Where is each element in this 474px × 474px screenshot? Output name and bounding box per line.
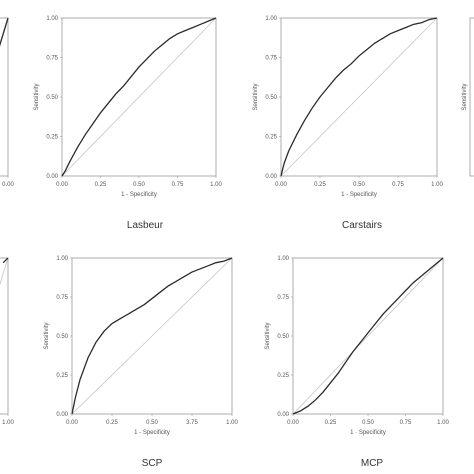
x-tick-label: 0.25 bbox=[95, 182, 107, 188]
x-tick-label: 0.75 bbox=[392, 182, 404, 188]
x-tick-label: 0.00 bbox=[287, 420, 299, 426]
x-tick-label: 1.00 bbox=[431, 182, 443, 188]
x-tick-label: 0.25 bbox=[106, 420, 118, 426]
y-tick-label: 0.75 bbox=[56, 295, 68, 301]
y-tick-label: 1.00 bbox=[46, 16, 58, 22]
x-tick-label: 0.00 bbox=[66, 420, 78, 426]
x-axis-label: 1 · Specificity bbox=[350, 430, 386, 436]
y-tick-label: 0.25 bbox=[56, 373, 68, 379]
roc-curve bbox=[2, 257, 9, 264]
x-axis-label: 1 - Specificity bbox=[134, 430, 170, 436]
y-tick-label: 0.25 bbox=[265, 135, 277, 141]
y-axis-label: Sensitivity bbox=[44, 322, 50, 349]
roc-curve bbox=[292, 257, 444, 415]
x-axis-label: 1 - Specificity bbox=[341, 192, 377, 198]
x-tick-label: 0.75 bbox=[400, 420, 412, 426]
x-tick-label: 0.00 bbox=[275, 182, 287, 188]
x-axis-label: 1 - Specificity bbox=[121, 192, 157, 198]
roc-panel-3: 0.00 0.25 0.50 0.75 1.00 0.00 0.25 0.50 0.75 1.00… bbox=[253, 16, 443, 231]
panel-caption: Lasbeur bbox=[127, 220, 164, 231]
roc-panel-7: 0.00 0.25 0.50 0.75 1.00 0.00 0.25 0.50 0.75 1.00… bbox=[265, 256, 449, 469]
y-tick-label: 0.50 bbox=[46, 95, 58, 101]
panel-caption: Carstairs bbox=[342, 220, 382, 231]
y-tick-label: 0.50 bbox=[277, 334, 289, 340]
y-tick-label: 0.00 bbox=[46, 174, 58, 180]
x-tick-label: 1.00 bbox=[2, 420, 14, 426]
y-axis-label: Sensitivity bbox=[34, 83, 40, 110]
roc-curve bbox=[71, 257, 233, 415]
y-axis-label: Sensitivity bbox=[265, 322, 271, 349]
plot-frame bbox=[0, 17, 9, 177]
reference-diagonal bbox=[292, 257, 444, 415]
x-tick-label: 0.50 bbox=[146, 420, 158, 426]
y-tick-label: 0.00 bbox=[56, 412, 68, 418]
x-tick-label: 0.00 bbox=[2, 182, 14, 188]
plot-frame bbox=[469, 17, 474, 177]
x-tick-label: 1.00 bbox=[437, 420, 449, 426]
y-tick-label: 0.50 bbox=[56, 334, 68, 340]
reference-diagonal bbox=[61, 17, 217, 177]
reference-diagonal bbox=[71, 257, 233, 415]
x-tick-label: 0.00 bbox=[56, 182, 68, 188]
roc-panel-2: 0.00 0.25 0.50 0.75 1.00 0.00 0.25 0.50 0.75 1.00… bbox=[34, 16, 222, 231]
x-tick-label: 0.25 bbox=[314, 182, 326, 188]
y-tick-label: 0.75 bbox=[265, 56, 277, 62]
reference-diagonal bbox=[280, 17, 438, 177]
x-tick-label: 3.75 bbox=[186, 420, 198, 426]
y-tick-label: 0.75 bbox=[277, 295, 289, 301]
roc-curve bbox=[280, 17, 438, 177]
x-tick-label: 0.50 bbox=[362, 420, 374, 426]
y-tick-label: 1.00 bbox=[265, 16, 277, 22]
roc-panel-1: 0.00 bbox=[0, 17, 14, 188]
y-tick-label: 1.00 bbox=[56, 256, 68, 262]
y-tick-label: 0.25 bbox=[46, 135, 58, 141]
x-tick-label: 0.50 bbox=[133, 182, 145, 188]
x-tick-label: 0.75 bbox=[172, 182, 184, 188]
x-tick-label: 1.00 bbox=[210, 182, 222, 188]
y-tick-label: 0.25 bbox=[277, 373, 289, 379]
x-tick-label: 1.00 bbox=[226, 420, 238, 426]
y-tick-label: 1.00 bbox=[277, 256, 289, 262]
x-tick-label: 0.25 bbox=[325, 420, 337, 426]
x-tick-label: 0.50 bbox=[353, 182, 365, 188]
roc-panel-5: 1.00 bbox=[0, 257, 14, 426]
panel-caption: MCP bbox=[361, 458, 384, 469]
y-tick-label: 0.75 bbox=[46, 56, 58, 62]
roc-panel-4: Sensitivity bbox=[462, 17, 474, 177]
y-tick-label: 0.50 bbox=[265, 95, 277, 101]
roc-curve bbox=[61, 17, 217, 177]
panel-caption: SCP bbox=[142, 458, 163, 469]
y-tick-label: 0.00 bbox=[277, 412, 289, 418]
y-axis-label: Sensitivity bbox=[462, 83, 468, 110]
y-axis-label: Sensitivity bbox=[253, 83, 259, 110]
roc-panel-6: 0.00 0.25 0.50 3.75 1.00 0.00 0.25 0.50 0.75 1.00… bbox=[44, 256, 238, 469]
y-tick-label: 0.00 bbox=[265, 174, 277, 180]
plot-frame bbox=[0, 257, 9, 415]
